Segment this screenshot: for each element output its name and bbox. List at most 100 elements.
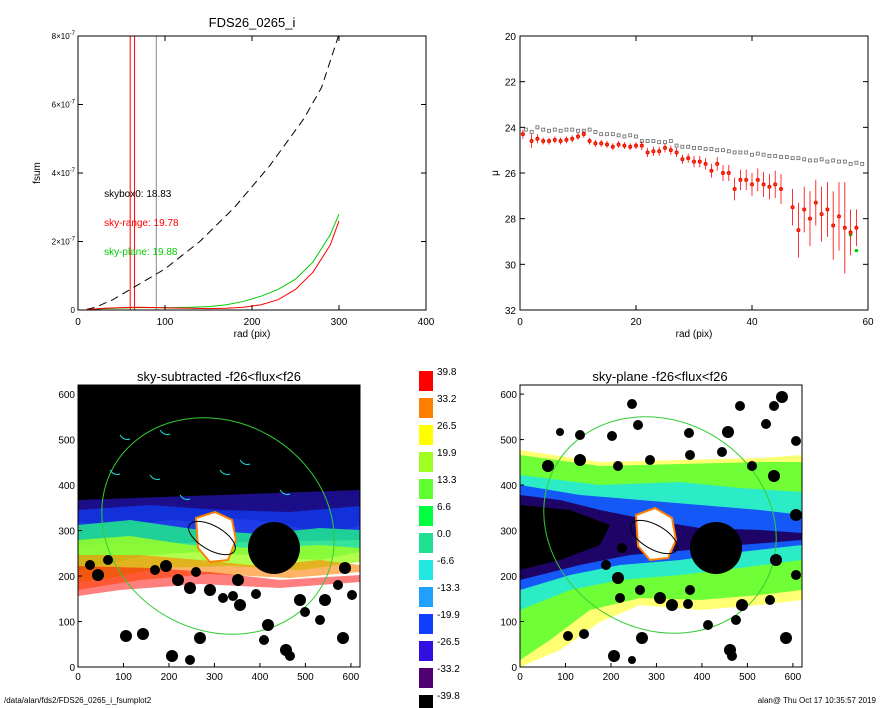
mu-point-open [802, 157, 807, 162]
sky-plane-ytick-label: 200 [500, 572, 517, 583]
sky-plane-xtick-label: 100 [557, 672, 574, 683]
mu-point-core [553, 138, 556, 141]
mu-point-core [832, 224, 835, 227]
sky-subtracted-image [78, 385, 360, 667]
mu-point-open [599, 132, 604, 137]
colorbar-swatch [419, 614, 433, 634]
sky-subtracted-ytick-label: 100 [58, 618, 75, 629]
sky-subtracted-ytick-label: 300 [58, 527, 75, 538]
mu-point-open [819, 157, 824, 162]
mu-point-open [721, 148, 725, 153]
mu-point-core [522, 133, 524, 136]
mu-point-open [779, 155, 783, 159]
colorbar-swatch [419, 533, 433, 553]
mu-point-core [646, 151, 649, 154]
mu-point-core [762, 183, 765, 186]
mu-point-core [797, 229, 800, 231]
mu-point-open [686, 144, 691, 149]
fsum-panel: FDS26_0265_i 0 100 200 300 400 0 2×10-7 4×10-7 6… [32, 15, 435, 340]
sky-subtracted-ytick-label: 500 [58, 436, 75, 447]
mu-point-core [756, 178, 759, 181]
mu-point-open [535, 125, 540, 130]
mu-xtick-label: 0 [517, 317, 523, 328]
mu-point-core [780, 188, 782, 190]
sky-subtracted-ticks: 0 100 200 300 400 500 600 0 100 200 300 400 500 600 [58, 390, 359, 683]
mu-point-core [675, 151, 678, 154]
mu-point-open [576, 128, 580, 133]
colorbar-label: -33.2 [437, 664, 460, 675]
mu-ytick-label: 24 [505, 123, 517, 134]
mu-point-core [635, 144, 637, 147]
mu-point-open [842, 159, 847, 164]
mu-xtick-label: 20 [630, 317, 642, 328]
colorbar-label: 13.3 [437, 475, 457, 486]
fsum-plot-area [86, 36, 340, 310]
mu-point-open [825, 159, 830, 164]
mu-ytick-label: 28 [505, 215, 517, 226]
fsum-series-0 [86, 36, 339, 310]
mu-point-core [600, 142, 603, 145]
mu-point-core [803, 208, 806, 211]
fsum-xtick-label: 0 [75, 317, 81, 328]
mu-point-open [558, 128, 563, 133]
mu-point-core [843, 226, 846, 229]
mu-point-core [588, 140, 591, 142]
mu-point-open [529, 129, 534, 134]
sky-plane-ytick-label: 300 [500, 527, 517, 538]
colorbar-label: -6.6 [437, 556, 455, 567]
mu-point-open [697, 145, 702, 150]
sky-plane-xtick-label: 300 [648, 672, 665, 683]
mu-point-core [820, 213, 823, 216]
sky-subtracted-xtick-label: 500 [297, 672, 314, 683]
mu-point-open [564, 127, 569, 132]
mu-point-open [610, 132, 615, 137]
fsum-annotations: skybox0: 18.83 sky-range: 19.78 sky-plane:… [104, 189, 179, 258]
mu-xlabel: rad (pix) [676, 329, 713, 340]
fsum-ylabel: fsum [32, 162, 43, 184]
mu-point-core [565, 138, 568, 141]
sky-subtracted-ytick-label: 600 [58, 390, 75, 401]
fsum-ytick-label: 8×10-7 [52, 31, 76, 41]
mu-point-core [629, 145, 632, 148]
mu-point-core [698, 160, 701, 163]
fsum-xtick-label: 100 [157, 317, 174, 328]
mu-ytick-label: 20 [505, 32, 517, 43]
mu-xtick-label: 60 [862, 317, 874, 328]
mu-point-open [808, 158, 812, 163]
fsum-ytick-label: 6×10-7 [52, 100, 76, 110]
colorbar-swatch [419, 479, 433, 499]
sky-subtracted-xtick-label: 400 [252, 672, 269, 683]
mu-point-core [838, 215, 840, 218]
mu-point-core [704, 162, 707, 165]
mu-point-core [542, 140, 545, 142]
mu-point-open [651, 139, 656, 143]
mu-point-core [611, 145, 614, 148]
colorbar-label: 33.2 [437, 394, 457, 405]
colorbar-label: 6.6 [437, 502, 451, 513]
sky-plane-frame [519, 384, 803, 668]
mu-point-green [854, 248, 859, 253]
mu-point-open [663, 140, 667, 145]
colorbar-label: 39.8 [437, 367, 457, 378]
mu-point-open [784, 155, 789, 159]
colorbar-label: -26.5 [437, 637, 460, 648]
colorbar-swatch [419, 587, 433, 607]
mu-point-core [722, 172, 724, 174]
mu-point-open [552, 127, 557, 132]
mu-point-open [715, 148, 720, 153]
mu-ytick-label: 32 [505, 306, 517, 317]
sky-plane-ytick-label: 500 [500, 436, 517, 447]
mu-point-core [733, 188, 736, 190]
colorbar-swatch [419, 398, 433, 418]
mu-point-core [809, 217, 811, 220]
fsum-xlabel: rad (pix) [234, 329, 271, 340]
colorbar-swatch [419, 371, 433, 391]
sky-subtracted-title: sky-subtracted -f26<flux<f26 [137, 369, 301, 384]
mu-point-open [634, 134, 638, 139]
mu-plot-area [520, 125, 865, 274]
mu-point-open [837, 159, 841, 164]
sky-subtracted-frame [77, 384, 361, 668]
mu-point-open [773, 153, 778, 158]
sky-plane-ytick-label: 0 [511, 663, 517, 674]
mu-ylabel: μ [490, 170, 501, 176]
